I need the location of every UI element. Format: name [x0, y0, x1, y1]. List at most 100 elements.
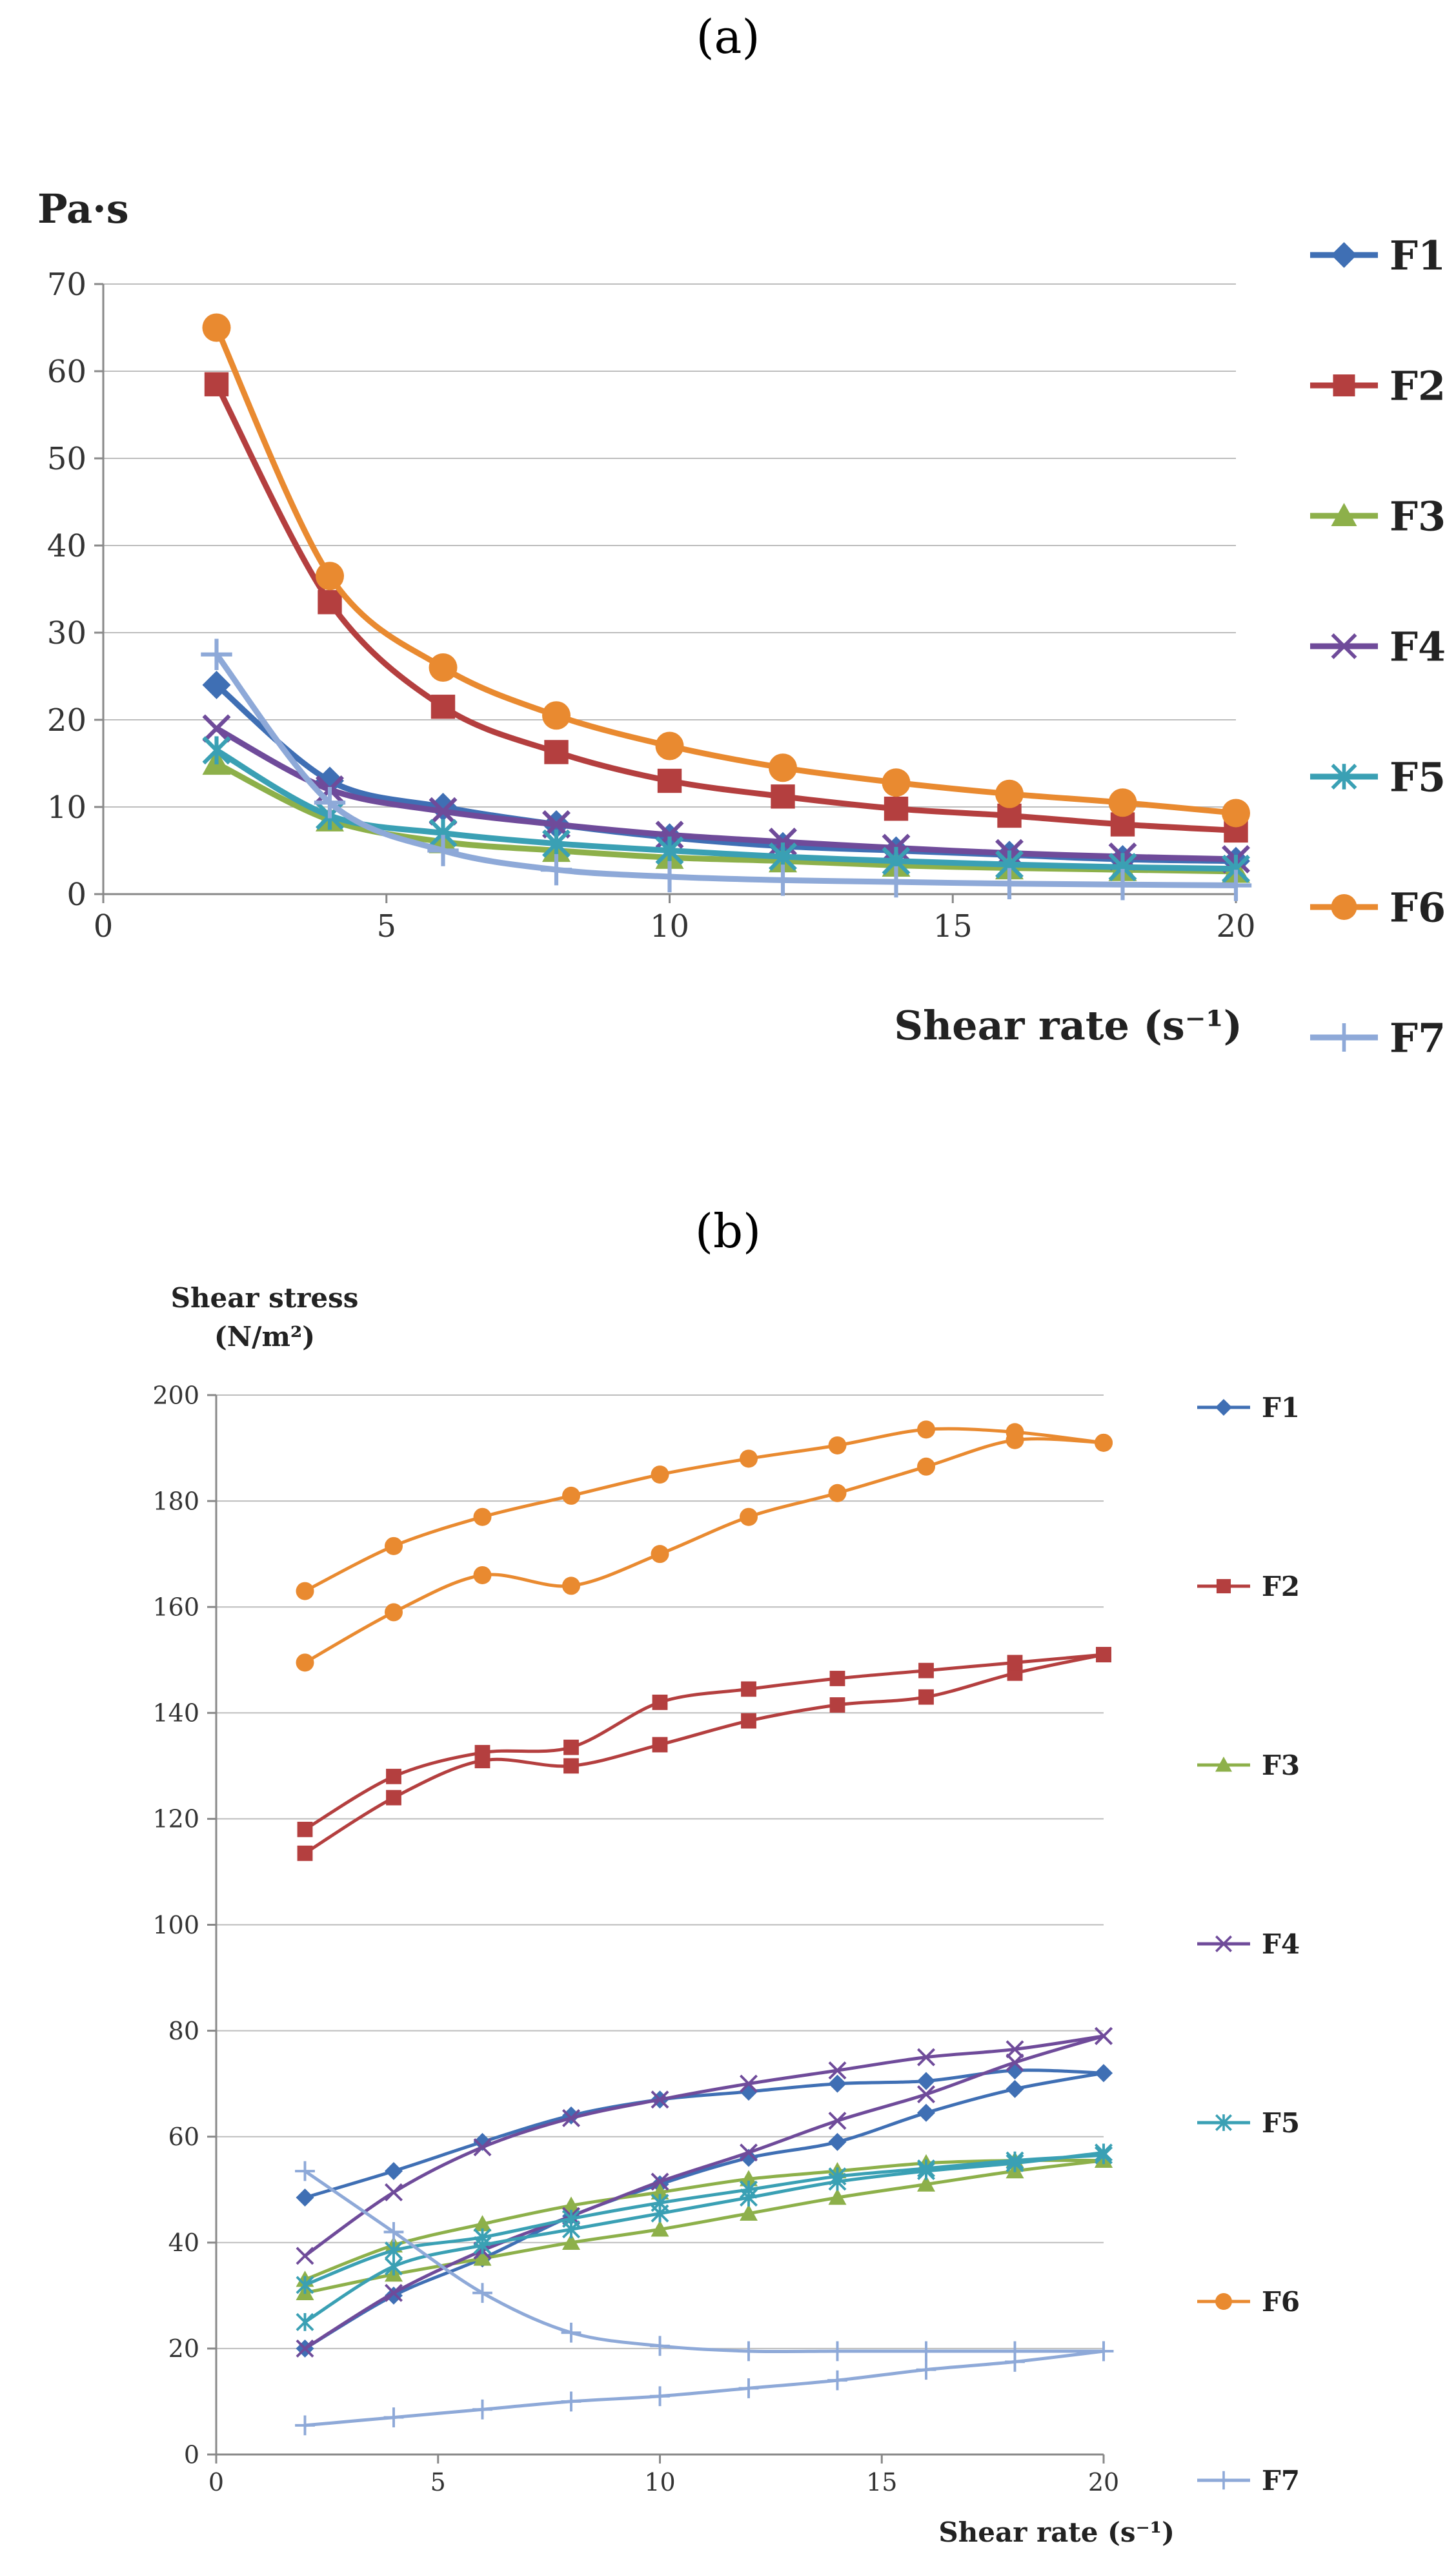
x-tick-label: 0 [208, 2468, 224, 2496]
data-point-f1 [1095, 2064, 1113, 2083]
data-point-f7 [383, 2407, 404, 2427]
data-point-f1 [385, 2162, 403, 2181]
legend-label: F7 [1390, 1014, 1446, 1061]
data-point-f6 [316, 562, 344, 591]
legend-entry-f6: F6 [1197, 2286, 1300, 2318]
data-point-f4 [740, 2074, 758, 2093]
series-line-f4-down [304, 2034, 1104, 2258]
data-point-f1 [917, 2072, 935, 2090]
legend-entry-f6: F6 [1310, 884, 1446, 931]
legend-marker-f5 [1331, 764, 1357, 790]
data-point-f6 [542, 701, 571, 730]
data-point-f6 [385, 1603, 403, 1622]
data-point-f7 [1107, 868, 1138, 901]
legend-label: F5 [1262, 2107, 1300, 2139]
series-line-f7 [214, 653, 1237, 888]
data-point-f4 [429, 797, 458, 826]
y-tick-label: 60 [47, 354, 86, 390]
y-tick-label: 70 [47, 267, 86, 303]
data-point-f3 [562, 2196, 580, 2213]
x-tick-label: 0 [94, 908, 114, 944]
data-point-f4 [385, 2183, 403, 2201]
series-f3 [202, 749, 1250, 883]
legend-entry-f1: F1 [1197, 1392, 1300, 1423]
y-tick-label: 30 [47, 615, 86, 651]
data-point-f7 [654, 861, 685, 893]
data-point-f6 [562, 1486, 580, 1505]
y-tick-label: 200 [152, 1381, 199, 1409]
data-point-f2 [544, 740, 569, 764]
data-point-f4 [651, 2090, 669, 2109]
data-point-f1 [828, 2132, 847, 2151]
legend-label: F1 [1262, 1392, 1300, 1423]
data-point-f6 [385, 1536, 403, 1555]
data-point-f6 [473, 1507, 492, 1526]
legend-entry-f2: F2 [1197, 1571, 1300, 1602]
y-axis-unit: (N/m²) [214, 1321, 315, 1352]
data-point-f7 [916, 2341, 936, 2362]
legend-label: F3 [1262, 1750, 1300, 1781]
series-line-f5-up [304, 2150, 1104, 2324]
legend-entry-f5: F5 [1310, 753, 1446, 801]
data-point-f4 [202, 714, 231, 743]
data-point-f2 [204, 372, 229, 396]
panel-b-label: (b) [695, 1204, 761, 1258]
x-tick-label: 15 [933, 908, 973, 944]
data-point-f5 [202, 736, 231, 765]
data-point-f3 [740, 2204, 758, 2221]
data-point-f7 [827, 2341, 847, 2362]
data-point-f4 [296, 2339, 314, 2358]
data-point-f1 [917, 2103, 935, 2122]
legend-entry-f3: F3 [1197, 1750, 1300, 1781]
data-point-f7 [738, 2378, 759, 2398]
data-point-f2 [386, 1790, 401, 1806]
y-tick-label: 120 [152, 1805, 199, 1833]
data-point-f1 [828, 2074, 847, 2093]
data-point-f5 [562, 2209, 580, 2228]
series-f6 [202, 313, 1250, 828]
series-f1 [296, 2061, 1113, 2358]
data-point-f4 [1006, 2040, 1024, 2059]
data-point-f2 [652, 1694, 668, 1710]
data-point-f5 [473, 2228, 492, 2247]
data-point-f7 [880, 866, 912, 898]
legend-entry-f2: F2 [1310, 362, 1446, 409]
data-point-f4 [651, 2172, 669, 2191]
x-tick-label: 5 [430, 2468, 446, 2496]
series-line-f1-down [304, 2068, 1104, 2199]
data-point-f7 [295, 2161, 315, 2181]
data-point-f7 [1093, 2341, 1114, 2362]
data-point-f2 [829, 1697, 845, 1713]
series-line-f6 [214, 326, 1237, 816]
legend-marker-f4 [1215, 1935, 1232, 1952]
data-point-f2 [563, 1758, 579, 1774]
data-point-f5 [296, 2276, 314, 2294]
series-line-f6-down [304, 1427, 1104, 1593]
data-point-f6 [1222, 799, 1250, 828]
y-axis-title: Shear stress [171, 1282, 359, 1314]
x-tick-label: 5 [376, 908, 396, 944]
data-point-f6 [828, 1484, 847, 1502]
legend-marker-f6 [1215, 2293, 1232, 2310]
series-line-f7-down [304, 2169, 1104, 2354]
legend-label: F6 [1262, 2286, 1300, 2318]
data-point-f4 [385, 2283, 403, 2302]
legend-marker-f2 [1333, 374, 1355, 396]
data-point-f6 [651, 1545, 669, 1564]
data-point-f7 [738, 2341, 759, 2362]
data-point-f5 [828, 2167, 847, 2186]
data-point-f7 [1220, 870, 1252, 901]
panel-a-label: (a) [696, 10, 760, 64]
series-line-f5-down [304, 2153, 1104, 2287]
series-line-f1-up [304, 2071, 1104, 2351]
series-line-f5 [215, 748, 1237, 872]
data-point-f7 [383, 2221, 404, 2242]
series-f7 [201, 638, 1252, 901]
data-point-f4 [296, 2247, 314, 2265]
legend-marker-f3 [1331, 503, 1357, 526]
data-point-f4 [828, 2061, 847, 2080]
data-point-f6 [917, 1457, 935, 1476]
data-point-f4 [562, 2108, 580, 2127]
data-point-f7 [767, 864, 799, 896]
legend-label: F2 [1262, 1571, 1300, 1602]
